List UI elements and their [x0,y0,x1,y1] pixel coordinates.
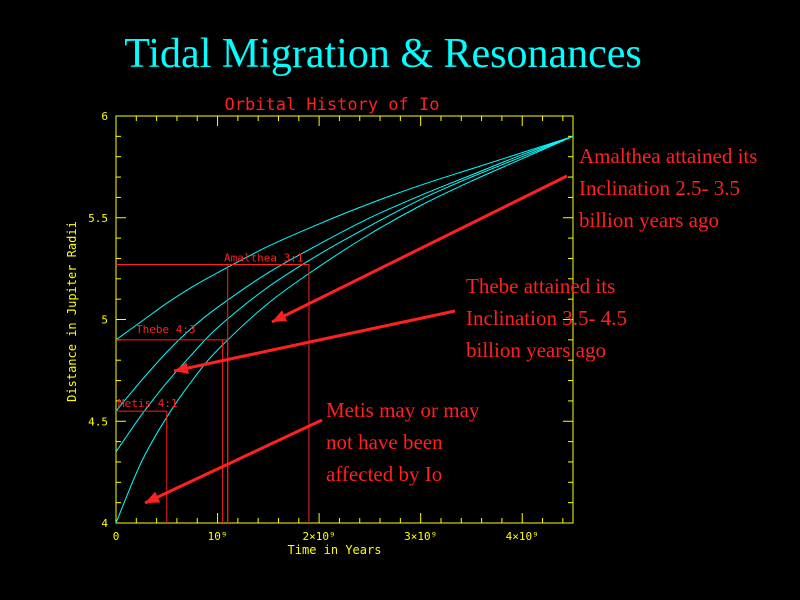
thebe-arrow [173,309,456,373]
y-tick-label: 5.5 [88,212,108,225]
metis-annotation: Metis may or may not have been affected … [326,394,479,490]
amalthea-annotation-line-3: billion years ago [579,208,719,232]
resonance-label: Metis 4:1 [118,397,178,410]
chart-title: Orbital History of Io [225,95,440,115]
metis-annotation-line-3: affected by Io [326,462,443,486]
io-orbit-curve-3 [115,135,574,453]
io-orbit-curve-1 [115,135,574,341]
x-tick-label: 0 [113,530,120,543]
thebe-annotation-line-3: billion years ago [466,338,606,362]
metis-arrow-head [145,491,161,503]
y-tick-label: 4.5 [88,415,108,428]
io-orbit-curve-4 [115,135,574,524]
amalthea-annotation: Amalthea attained its Inclination 2.5- 3… [579,140,757,236]
metis-arrow [144,418,323,505]
thebe-annotation: Thebe attained its Inclination 3.5- 4.5 … [466,270,627,366]
metis-annotation-line-1: Metis may or may [326,398,480,422]
slide-title: Tidal Migration & Resonances [124,31,642,77]
io-orbit-curve-2 [115,135,574,412]
resonance-label: Amalthea 3:1 [224,252,303,265]
y-tick-label: 5 [101,314,108,327]
metis-annotation-line-2: not have been [326,430,443,454]
y-tick-label: 6 [101,110,108,123]
thebe-arrow-head [174,362,189,374]
thebe-annotation-line-1: Thebe attained its [466,274,616,298]
resonance-label: Thebe 4:3 [136,323,196,336]
x-tick-label: 3×10⁹ [404,530,437,543]
amalthea-annotation-line-1: Amalthea attained its [579,144,758,168]
y-axis-label: Distance in Jupiter Radii [65,221,79,402]
amalthea-annotation-line-2: Inclination 2.5- 3.5 [579,176,740,200]
amalthea-arrow [271,174,568,324]
thebe-annotation-line-2: Inclination 3.5- 4.5 [466,306,627,330]
amalthea-arrow-head [272,310,288,322]
y-tick-label: 4 [101,517,108,530]
x-tick-label: 10⁹ [208,530,228,543]
x-tick-label: 4×10⁹ [506,530,539,543]
x-tick-label: 2×10⁹ [303,530,336,543]
x-axis-label: Time in Years [288,543,382,557]
